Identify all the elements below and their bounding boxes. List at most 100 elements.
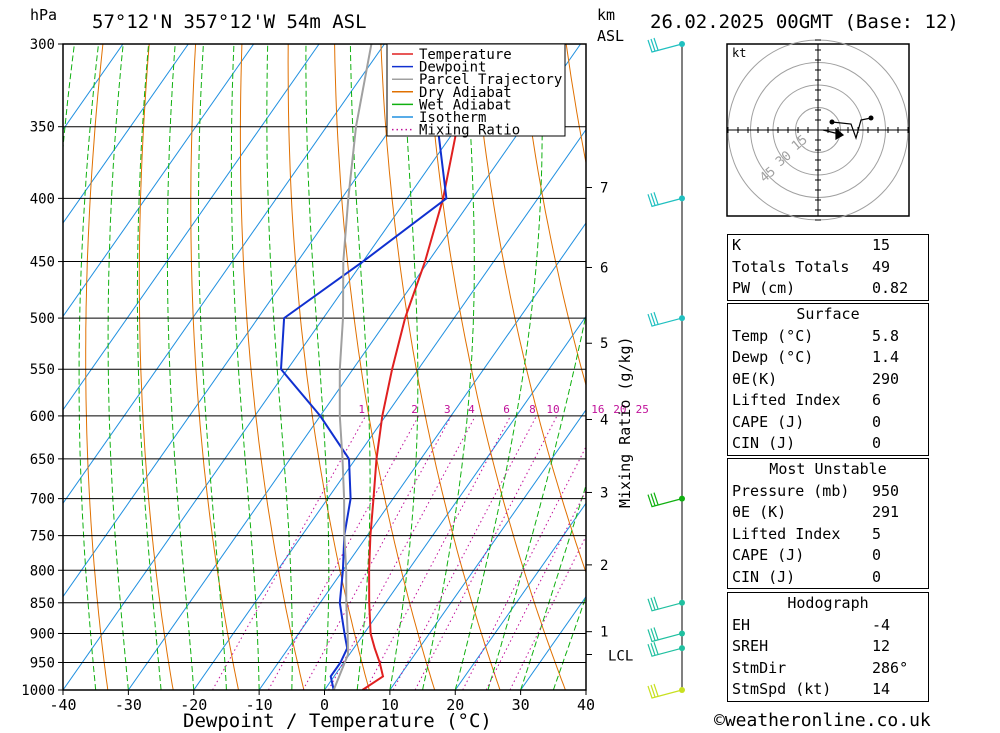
mixing-ratio-line bbox=[485, 489, 586, 690]
mixing-ratio-line bbox=[365, 415, 512, 690]
wind-barb bbox=[647, 596, 683, 612]
dry-adiabat-line bbox=[239, 44, 305, 690]
surface-table: Surface Temp (°C) 5.8 Dewp (°C) 1.4 θE(K) 290… bbox=[727, 303, 929, 456]
wet-adiabat-line bbox=[230, 44, 260, 690]
legend-label: Parcel Trajectory bbox=[419, 72, 562, 88]
datetime-title: 26.02.2025 00GMT (Base: 12) bbox=[650, 11, 959, 33]
pressure-tick-label: 850 bbox=[30, 596, 55, 612]
index-value: 0 bbox=[872, 434, 882, 452]
index-label: Temp (°C) bbox=[732, 326, 814, 345]
profile-lines bbox=[279, 44, 490, 690]
mixing-ratio-label: 20 bbox=[613, 403, 626, 416]
legend-label: Mixing Ratio bbox=[419, 123, 520, 139]
index-row: CAPE (J) 0 bbox=[728, 412, 928, 434]
index-value: 950 bbox=[872, 481, 900, 500]
index-value: 15 bbox=[872, 236, 891, 254]
wind-barb bbox=[647, 683, 683, 699]
pressure-tick-label: 300 bbox=[30, 37, 55, 53]
legend-label: Wet Adiabat bbox=[419, 97, 512, 113]
mixing-ratio-label: 6 bbox=[503, 403, 510, 416]
index-value: -4 bbox=[872, 615, 891, 634]
height-tick-label: 3 bbox=[600, 485, 608, 501]
index-value: 5 bbox=[872, 524, 882, 543]
hodograph-table: Hodograph EH -4 SREH 12 StmDir 286° StmSpd (kt… bbox=[727, 592, 929, 702]
pressure-tick-label: 650 bbox=[30, 452, 55, 468]
temperature-tick-label: 30 bbox=[512, 696, 530, 714]
mixing-ratio-label: 16 bbox=[591, 403, 604, 416]
index-label: Totals Totals bbox=[732, 257, 850, 276]
index-label: Pressure (mb) bbox=[732, 481, 850, 500]
temperature-tick-label: -10 bbox=[246, 696, 273, 714]
index-row: StmDir 286° bbox=[728, 658, 928, 680]
wet-adiabat-line bbox=[454, 44, 543, 690]
index-label: K bbox=[732, 236, 742, 254]
dry-adiabat-line bbox=[937, 44, 1000, 690]
pressure-tick-label: 400 bbox=[30, 191, 55, 207]
height-tick-label: 2 bbox=[600, 558, 608, 574]
mixing-ratio-label: 25 bbox=[636, 403, 649, 416]
height-tick-label: 1 bbox=[600, 625, 608, 641]
index-label: StmSpd (kt) bbox=[732, 680, 832, 698]
index-value: 1.4 bbox=[872, 348, 900, 366]
mixing-ratio-label: 1 bbox=[358, 403, 365, 416]
index-label: Lifted Index bbox=[732, 391, 841, 409]
isotherm-line bbox=[127, 44, 581, 690]
height-tick-label: 4 bbox=[600, 412, 608, 428]
isotherm-line bbox=[63, 44, 189, 224]
mixing-ratio-labels: 1 2 3 4 6 8 10 16 20 25 bbox=[358, 403, 649, 416]
wind-barb bbox=[647, 37, 683, 53]
temperature-tick-label: -20 bbox=[180, 696, 207, 714]
dry-adiabat-line bbox=[287, 44, 370, 690]
index-row: Dewp (°C) 1.4 bbox=[728, 347, 928, 369]
isotherm-line bbox=[258, 222, 586, 690]
asl-unit-label: ASL bbox=[597, 27, 624, 45]
temperature-tick-label: -40 bbox=[49, 696, 76, 714]
isotherm-line bbox=[63, 44, 385, 505]
hodograph-trace bbox=[831, 117, 872, 140]
index-value: 290 bbox=[872, 369, 900, 388]
index-row: CIN (J) 0 bbox=[728, 433, 928, 455]
pressure-tick-label: 1000 bbox=[21, 683, 55, 699]
wet-adiabat-line bbox=[520, 483, 586, 690]
wet-adiabat-line bbox=[389, 44, 419, 690]
temperature-axis: -40 -30 -20 -10 0 10 20 30 40 bbox=[49, 690, 595, 714]
index-row: StmSpd (kt) 14 bbox=[728, 679, 928, 701]
km-unit-label: km bbox=[597, 6, 615, 24]
wet-adiabat-line bbox=[349, 44, 371, 690]
most-unstable-table: Most Unstable Pressure (mb) 950 θE (K) 291 L… bbox=[727, 458, 929, 589]
pressure-tick-label: 600 bbox=[30, 409, 55, 425]
height-tick-label: 5 bbox=[600, 336, 608, 352]
wind-barb bbox=[647, 627, 683, 643]
index-row: θE(K) 290 bbox=[728, 369, 928, 391]
mixing-ratio-label: 8 bbox=[529, 403, 536, 416]
index-row: Pressure (mb) 950 bbox=[728, 481, 928, 503]
mixing-ratio-line bbox=[328, 415, 476, 690]
wet-adiabat-line bbox=[78, 44, 99, 690]
temperature-tick-label: 10 bbox=[381, 696, 399, 714]
footer-credit[interactable]: ©weatheronline.co.uk bbox=[714, 710, 931, 731]
wind-barb bbox=[647, 192, 683, 208]
index-label: SREH bbox=[732, 637, 769, 655]
parcel-trajectory-line bbox=[332, 44, 373, 690]
legend-box bbox=[386, 43, 566, 137]
index-row: CIN (J) 0 bbox=[728, 567, 928, 589]
pressure-tick-label: 750 bbox=[30, 529, 55, 545]
temperature-tick-label: 20 bbox=[446, 696, 464, 714]
index-value: 5.8 bbox=[872, 326, 900, 345]
isotherm-line bbox=[63, 44, 255, 318]
temperature-tick-label: 0 bbox=[320, 696, 329, 714]
index-row: Lifted Index 6 bbox=[728, 390, 928, 412]
index-label: CIN (J) bbox=[732, 567, 796, 586]
index-row: Totals Totals 49 bbox=[728, 257, 928, 279]
dry-adiabat-line bbox=[519, 44, 586, 388]
wet-adiabat-line bbox=[166, 44, 195, 690]
pressure-tick-label: 900 bbox=[30, 626, 55, 642]
index-label: CIN (J) bbox=[732, 434, 796, 452]
surface-title: Surface bbox=[796, 305, 860, 323]
isotherm-line bbox=[63, 44, 320, 411]
pressure-tick-label: 950 bbox=[30, 655, 55, 671]
index-row: CAPE (J) 0 bbox=[728, 545, 928, 567]
dry-adiabat-line bbox=[983, 44, 1000, 690]
wet-adiabat-line bbox=[305, 44, 330, 690]
